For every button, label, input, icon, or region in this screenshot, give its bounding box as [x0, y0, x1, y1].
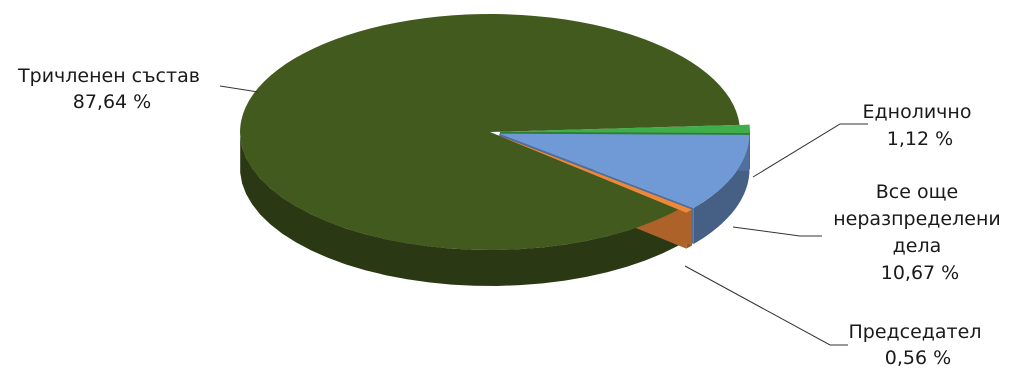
pie-side-trichlenen	[240, 136, 679, 286]
label-predsedatel-value: 0,56 %	[885, 347, 951, 369]
label-ednolichno-name: Еднолично	[863, 101, 972, 123]
leader-line-trichlenen	[219, 85, 259, 93]
label-ednolichno-value: 1,12 %	[887, 128, 953, 150]
pie-slice-neraz	[499, 133, 750, 208]
leader-line-neraz	[732, 226, 822, 237]
label-ednolichno: Еднолично 1,12 %	[863, 101, 978, 150]
label-neraz-value: 10,67 %	[881, 262, 960, 284]
label-neraz: Все още неразпределени дела 10,67 %	[833, 181, 1007, 284]
label-predsedatel-name: Председател	[848, 321, 981, 343]
label-predsedatel: Председател 0,56 %	[848, 321, 987, 369]
leader-line-predsedatel	[684, 265, 848, 346]
pie-tops	[240, 14, 751, 251]
label-trichlenen: Тричленен състав 87,64 %	[17, 65, 206, 113]
label-neraz-line1: Все още	[876, 181, 958, 203]
pie-slice-trichlenen	[240, 14, 740, 251]
label-trichlenen-value: 87,64 %	[73, 91, 152, 113]
label-neraz-line2: неразпределени	[833, 208, 1001, 230]
pie-side-neraz	[693, 134, 750, 244]
label-neraz-line3: дела	[893, 235, 942, 257]
pie-slice-predsedatel	[497, 135, 692, 213]
pie-slice-ednolichno	[499, 124, 751, 134]
label-trichlenen-name: Тричленен състав	[17, 65, 200, 87]
leader-line-ednolichno	[752, 123, 868, 178]
